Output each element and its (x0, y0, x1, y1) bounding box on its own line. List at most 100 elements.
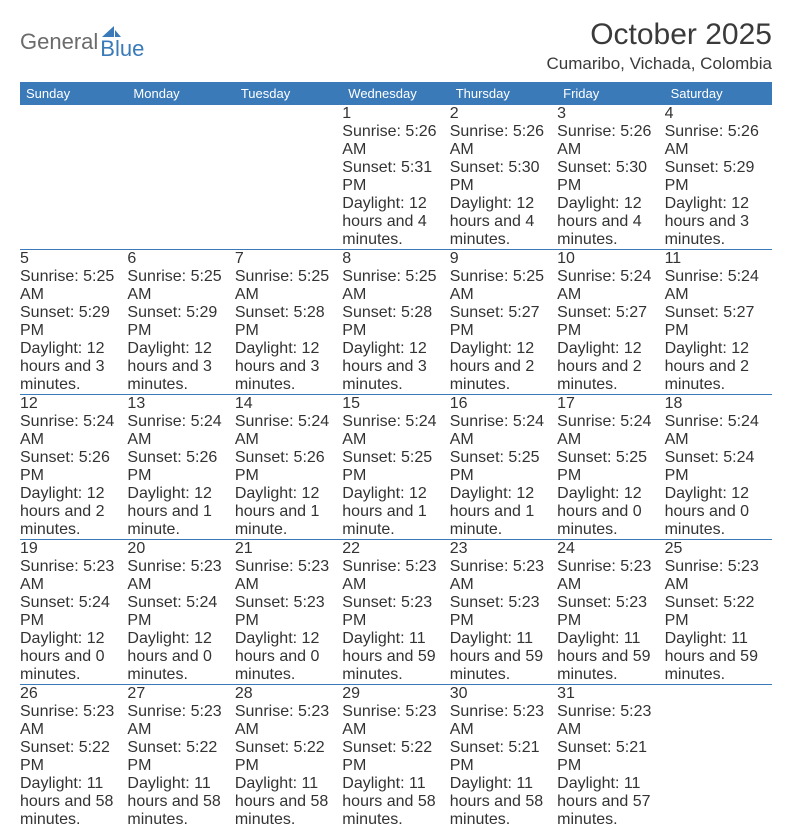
sunrise-text: Sunrise: 5:24 AM (557, 413, 664, 449)
daylight-text: Daylight: 12 hours and 0 minutes. (665, 485, 772, 539)
sunrise-text: Sunrise: 5:23 AM (20, 703, 127, 739)
sunset-text: Sunset: 5:22 PM (235, 739, 342, 775)
daylight-text: Daylight: 11 hours and 59 minutes. (557, 630, 664, 684)
sunrise-text: Sunrise: 5:26 AM (450, 123, 557, 159)
sunset-text: Sunset: 5:29 PM (665, 159, 772, 195)
daylight-text: Daylight: 12 hours and 0 minutes. (557, 485, 664, 539)
day-number: 31 (557, 685, 664, 703)
day-detail: Sunrise: 5:24 AMSunset: 5:25 PMDaylight:… (557, 413, 664, 539)
daylight-text: Daylight: 12 hours and 4 minutes. (342, 195, 449, 249)
sunrise-text: Sunrise: 5:24 AM (557, 268, 664, 304)
logo-word1: General (20, 31, 98, 53)
sunrise-text: Sunrise: 5:23 AM (557, 703, 664, 739)
daylight-text: Daylight: 12 hours and 0 minutes. (20, 630, 127, 684)
day-number: 28 (235, 685, 342, 703)
daylight-text: Daylight: 12 hours and 4 minutes. (450, 195, 557, 249)
day-detail (665, 703, 772, 829)
sunset-text: Sunset: 5:23 PM (557, 594, 664, 630)
day-header-fri: Friday (557, 82, 664, 105)
day-detail (235, 123, 342, 249)
calendar-week: 567891011Sunrise: 5:25 AMSunset: 5:29 PM… (20, 250, 772, 395)
sunset-text: Sunset: 5:25 PM (450, 449, 557, 485)
sunset-text: Sunset: 5:27 PM (557, 304, 664, 340)
day-detail: Sunrise: 5:23 AMSunset: 5:22 PMDaylight:… (665, 558, 772, 684)
day-detail: Sunrise: 5:23 AMSunset: 5:23 PMDaylight:… (557, 558, 664, 684)
sunset-text: Sunset: 5:21 PM (557, 739, 664, 775)
day-number: 27 (127, 685, 234, 703)
day-detail: Sunrise: 5:23 AMSunset: 5:24 PMDaylight:… (20, 558, 127, 684)
sunset-text: Sunset: 5:21 PM (450, 739, 557, 775)
daylight-text: Daylight: 11 hours and 57 minutes. (557, 775, 664, 829)
sunset-text: Sunset: 5:22 PM (342, 739, 449, 775)
day-number: 1 (342, 105, 449, 123)
day-detail: Sunrise: 5:26 AMSunset: 5:31 PMDaylight:… (342, 123, 449, 249)
sunset-text: Sunset: 5:26 PM (20, 449, 127, 485)
day-detail (20, 123, 127, 249)
day-detail: Sunrise: 5:24 AMSunset: 5:25 PMDaylight:… (342, 413, 449, 539)
sunrise-text: Sunrise: 5:26 AM (342, 123, 449, 159)
location-text: Cumaribo, Vichada, Colombia (546, 54, 772, 74)
sunrise-text: Sunrise: 5:25 AM (342, 268, 449, 304)
day-number: 20 (127, 540, 234, 558)
day-header-sat: Saturday (665, 82, 772, 105)
daylight-text: Daylight: 11 hours and 58 minutes. (127, 775, 234, 829)
day-detail: Sunrise: 5:23 AMSunset: 5:24 PMDaylight:… (127, 558, 234, 684)
day-number: 13 (127, 395, 234, 413)
day-number (127, 105, 234, 123)
day-detail: Sunrise: 5:23 AMSunset: 5:21 PMDaylight:… (450, 703, 557, 829)
sunrise-text: Sunrise: 5:24 AM (127, 413, 234, 449)
sunrise-text: Sunrise: 5:26 AM (557, 123, 664, 159)
day-number: 26 (20, 685, 127, 703)
calendar-week: 12131415161718Sunrise: 5:24 AMSunset: 5:… (20, 395, 772, 540)
sunrise-text: Sunrise: 5:25 AM (450, 268, 557, 304)
weeks-container: 1234Sunrise: 5:26 AMSunset: 5:31 PMDayli… (20, 105, 772, 829)
day-number: 3 (557, 105, 664, 123)
day-number: 29 (342, 685, 449, 703)
daylight-text: Daylight: 12 hours and 1 minute. (450, 485, 557, 539)
sunset-text: Sunset: 5:23 PM (342, 594, 449, 630)
sunrise-text: Sunrise: 5:23 AM (450, 703, 557, 739)
sunrise-text: Sunrise: 5:24 AM (665, 268, 772, 304)
day-detail: Sunrise: 5:23 AMSunset: 5:23 PMDaylight:… (450, 558, 557, 684)
day-detail: Sunrise: 5:25 AMSunset: 5:28 PMDaylight:… (235, 268, 342, 394)
daylight-text: Daylight: 12 hours and 2 minutes. (20, 485, 127, 539)
sunrise-text: Sunrise: 5:23 AM (20, 558, 127, 594)
daylight-text: Daylight: 12 hours and 3 minutes. (20, 340, 127, 394)
day-detail (127, 123, 234, 249)
sunset-text: Sunset: 5:22 PM (20, 739, 127, 775)
sunset-text: Sunset: 5:24 PM (665, 449, 772, 485)
daylight-text: Daylight: 12 hours and 1 minute. (342, 485, 449, 539)
day-number: 15 (342, 395, 449, 413)
day-header-sun: Sunday (20, 82, 127, 105)
sunset-text: Sunset: 5:27 PM (665, 304, 772, 340)
day-detail: Sunrise: 5:24 AMSunset: 5:26 PMDaylight:… (20, 413, 127, 539)
day-number: 24 (557, 540, 664, 558)
sunrise-text: Sunrise: 5:23 AM (235, 703, 342, 739)
day-number: 30 (450, 685, 557, 703)
day-detail: Sunrise: 5:25 AMSunset: 5:27 PMDaylight:… (450, 268, 557, 394)
day-detail: Sunrise: 5:23 AMSunset: 5:23 PMDaylight:… (342, 558, 449, 684)
day-number: 5 (20, 250, 127, 268)
sunrise-text: Sunrise: 5:23 AM (235, 558, 342, 594)
sunset-text: Sunset: 5:25 PM (342, 449, 449, 485)
day-number: 16 (450, 395, 557, 413)
daylight-text: Daylight: 11 hours and 58 minutes. (235, 775, 342, 829)
day-number: 23 (450, 540, 557, 558)
page-title: October 2025 (546, 18, 772, 52)
sunset-text: Sunset: 5:22 PM (665, 594, 772, 630)
day-detail: Sunrise: 5:23 AMSunset: 5:22 PMDaylight:… (20, 703, 127, 829)
sunrise-text: Sunrise: 5:24 AM (235, 413, 342, 449)
day-detail: Sunrise: 5:24 AMSunset: 5:24 PMDaylight:… (665, 413, 772, 539)
day-detail: Sunrise: 5:24 AMSunset: 5:26 PMDaylight:… (127, 413, 234, 539)
header: General Blue October 2025 Cumaribo, Vich… (20, 18, 772, 74)
sunrise-text: Sunrise: 5:24 AM (20, 413, 127, 449)
sunrise-text: Sunrise: 5:23 AM (342, 558, 449, 594)
sunset-text: Sunset: 5:22 PM (127, 739, 234, 775)
sunrise-text: Sunrise: 5:23 AM (127, 558, 234, 594)
day-number: 7 (235, 250, 342, 268)
day-number: 10 (557, 250, 664, 268)
sunset-text: Sunset: 5:28 PM (235, 304, 342, 340)
sunset-text: Sunset: 5:27 PM (450, 304, 557, 340)
day-number: 21 (235, 540, 342, 558)
sunrise-text: Sunrise: 5:24 AM (450, 413, 557, 449)
